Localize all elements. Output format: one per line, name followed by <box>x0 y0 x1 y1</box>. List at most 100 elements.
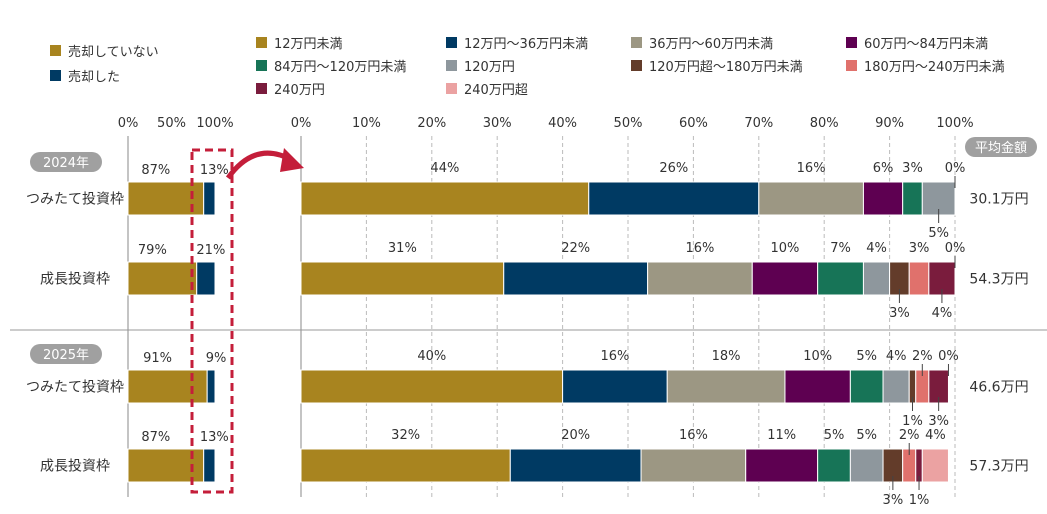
sold-data-label: 79% <box>138 243 167 258</box>
legend-label: 84万円～120万円未満 <box>274 60 406 75</box>
axis-tick-label: 30% <box>483 116 512 131</box>
dist-bar-segment <box>562 369 668 404</box>
axis-tick-label: 40% <box>548 116 577 131</box>
legend-swatch <box>50 45 61 56</box>
sold-data-label: 13% <box>200 430 229 445</box>
dist-bar-segment <box>745 448 819 483</box>
sold-data-label: 9% <box>206 351 227 366</box>
axis-tick-label: 20% <box>417 116 446 131</box>
dist-bar-segment <box>300 369 564 404</box>
dist-bar-segment <box>509 448 642 483</box>
sold-data-label: 13% <box>200 163 229 178</box>
dist-bar-segment <box>908 261 930 296</box>
axis-tick-label: 100% <box>196 116 233 131</box>
dist-bar-segment <box>647 261 753 296</box>
dist-data-label: 0% <box>945 241 966 256</box>
dist-data-label: 20% <box>561 428 590 443</box>
legend-label: 12万円～36万円未満 <box>464 37 588 52</box>
dist-data-label: 26% <box>659 161 688 176</box>
average-amount: 46.6万円 <box>969 380 1028 396</box>
row-label: つみたて投資枠 <box>26 192 124 208</box>
sold-bar-segment <box>203 181 216 216</box>
legend-swatch <box>631 37 642 48</box>
dist-bar-segment <box>588 181 760 216</box>
axis-tick-label: 60% <box>679 116 708 131</box>
axis-tick-label: 10% <box>352 116 381 131</box>
sold-data-label: 21% <box>196 243 225 258</box>
legend-swatch <box>846 37 857 48</box>
axis-tick-label: 0% <box>291 116 312 131</box>
average-amount: 30.1万円 <box>969 192 1028 208</box>
dist-bar-segment <box>300 261 505 296</box>
legend-label: 240万円超 <box>464 83 528 98</box>
average-amount: 57.3万円 <box>969 459 1028 475</box>
dist-bar-segment <box>784 369 851 404</box>
dist-data-label: 3% <box>883 493 904 508</box>
dist-data-label: 4% <box>932 306 953 321</box>
sold-data-label: 87% <box>141 430 170 445</box>
axis-tick-label: 0% <box>118 116 139 131</box>
axis-tick-label: 90% <box>875 116 904 131</box>
row-label: 成長投資枠 <box>40 272 110 288</box>
dist-bar-segment <box>503 261 649 296</box>
legend-label: 売却した <box>68 69 120 85</box>
dist-bar-segment <box>817 261 864 296</box>
dist-data-label: 7% <box>830 241 851 256</box>
legend-swatch <box>446 83 457 94</box>
axis-tick-label: 50% <box>614 116 643 131</box>
dist-bar-segment <box>902 181 923 216</box>
axis-tick-label: 80% <box>810 116 839 131</box>
dist-bar-segment <box>862 261 891 296</box>
dist-data-label: 3% <box>889 306 910 321</box>
highlight-arrowhead <box>280 148 304 172</box>
dist-data-label: 3% <box>902 161 923 176</box>
year-badge <box>30 152 102 172</box>
dist-data-label: 4% <box>866 241 887 256</box>
dist-bar-segment <box>640 448 747 483</box>
dist-data-label: 6% <box>873 161 894 176</box>
legend-label: 120万円超～180万円未満 <box>649 60 803 75</box>
legend-swatch <box>631 60 642 71</box>
sold-bar-segment <box>203 448 216 483</box>
legend-swatch <box>256 83 267 94</box>
legend-label: 60万円～84万円未満 <box>864 37 988 52</box>
dist-bar-segment <box>758 181 864 216</box>
dist-data-label: 2% <box>912 349 933 364</box>
dist-data-label: 11% <box>767 428 796 443</box>
dist-data-label: 1% <box>902 414 923 429</box>
dist-data-label: 22% <box>561 241 590 256</box>
legend-swatch <box>846 60 857 71</box>
average-header-badge <box>965 137 1037 157</box>
year-label: 2025年 <box>43 348 89 363</box>
legend-swatch <box>256 60 267 71</box>
highlight-box <box>190 148 234 494</box>
sold-data-label: 87% <box>141 163 170 178</box>
sold-bar-segment <box>206 369 216 404</box>
sold-data-label: 91% <box>143 351 172 366</box>
dist-data-label: 40% <box>417 349 446 364</box>
legend-label: 12万円未満 <box>274 37 343 52</box>
legend-swatch <box>446 60 457 71</box>
average-header: 平均金額 <box>975 140 1027 156</box>
dist-bar-segment <box>921 448 949 483</box>
dist-data-label: 31% <box>388 241 417 256</box>
dist-bar-segment <box>666 369 786 404</box>
dist-data-label: 1% <box>909 493 930 508</box>
dist-data-label: 16% <box>797 161 826 176</box>
sold-bar-segment <box>127 369 208 404</box>
dist-bar-segment <box>849 369 884 404</box>
dist-bar-segment <box>751 261 819 296</box>
dist-data-label: 10% <box>771 241 800 256</box>
dist-data-label: 16% <box>600 349 629 364</box>
legend-swatch <box>256 37 267 48</box>
legend-swatch <box>446 37 457 48</box>
row-label: つみたて投資枠 <box>26 380 124 396</box>
axis-tick-label: 50% <box>157 116 186 131</box>
dist-data-label: 5% <box>824 428 845 443</box>
dist-data-label: 44% <box>430 161 459 176</box>
year-badge <box>30 344 102 364</box>
dist-data-label: 4% <box>886 349 907 364</box>
legend-label: 売却していない <box>68 44 159 60</box>
dist-data-label: 5% <box>928 226 949 241</box>
